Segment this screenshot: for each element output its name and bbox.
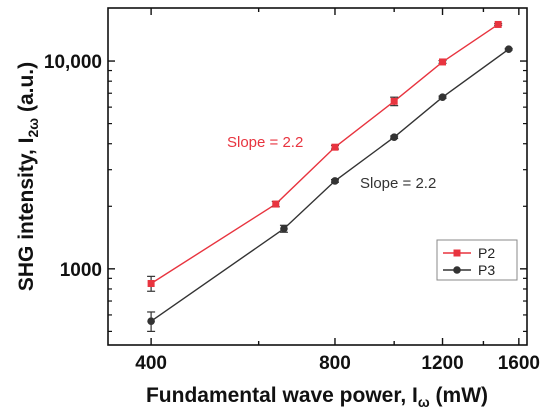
x-tick-label: 1200: [421, 353, 463, 374]
x-tick-label: 800: [319, 353, 351, 374]
data-point-p2: [494, 20, 502, 28]
legend: P2 P3: [436, 239, 518, 281]
plot-area: [107, 7, 528, 346]
annotation-p3-slope: Slope = 2.2: [360, 175, 436, 192]
series-line-p3: [150, 48, 510, 322]
series-line-p2: [150, 23, 499, 285]
data-point-p3: [504, 45, 513, 54]
data-point-p3: [390, 133, 398, 142]
y-tick-label: 10,000: [44, 52, 102, 73]
data-point-p3: [438, 93, 447, 101]
x-tick-label: 1600: [498, 353, 540, 374]
data-point-p2: [331, 143, 339, 151]
data-point-p2: [390, 97, 398, 105]
x-tick-label: 400: [135, 353, 167, 374]
axis-tick-labels: 400 800 1200 1600 1000 10,000: [44, 52, 540, 374]
annotation-p2-slope: Slope = 2.2: [227, 134, 303, 151]
plot-frame: [107, 7, 528, 346]
x-axis-title: Fundamental wave power, Iω (mW): [146, 384, 488, 410]
legend-box: [436, 239, 518, 281]
chart-marks: [147, 20, 513, 332]
legend-label-p2: P2: [478, 245, 495, 261]
y-tick-label: 1000: [60, 260, 102, 281]
legend-label-p3: P3: [478, 262, 495, 278]
data-point-p3: [147, 317, 155, 325]
y-axis-title: SHG intensity, I2ω (a.u.): [15, 62, 41, 291]
data-point-p2: [439, 58, 447, 66]
data-point-p3: [280, 224, 288, 233]
legend-marker-p3: [453, 266, 461, 274]
legend-marker-p2: [453, 249, 461, 257]
data-point-p2: [147, 280, 155, 288]
data-point-p3: [331, 177, 339, 185]
data-point-p2: [272, 200, 280, 208]
